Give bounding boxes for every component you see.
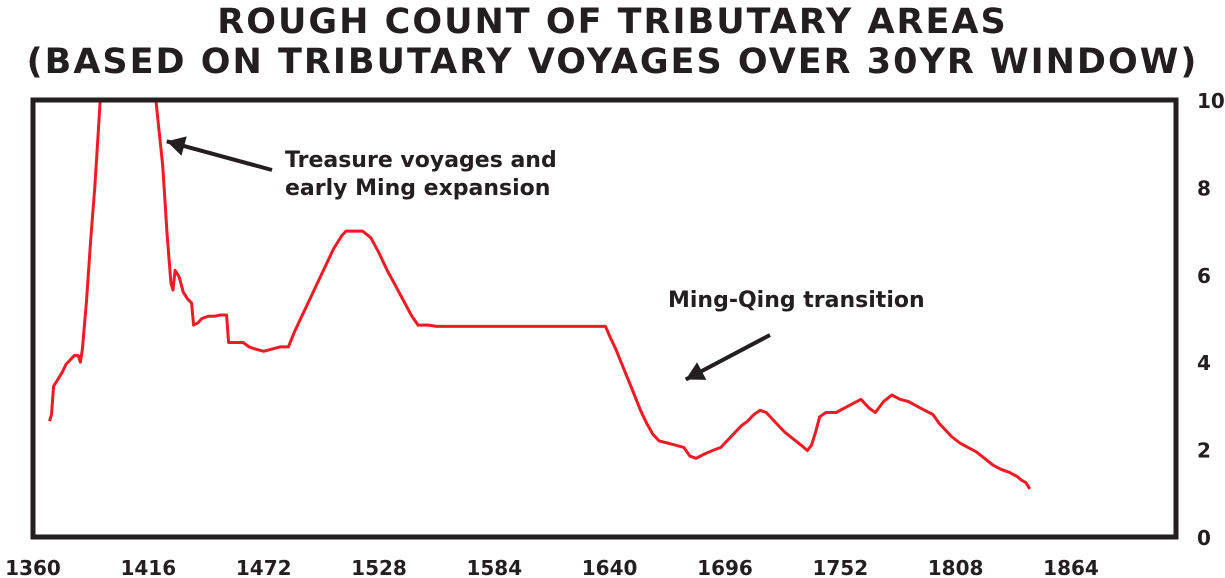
- x-tick-label: 1416: [120, 556, 176, 578]
- x-tick-label: 1808: [928, 556, 984, 578]
- plot-frame: [30, 97, 1179, 540]
- x-tick-label: 1528: [351, 556, 407, 578]
- y-tick-label: 10: [1197, 89, 1225, 113]
- x-tick-label: 1696: [697, 556, 753, 578]
- annotation-treasure-voyages: Treasure voyages and early Ming expansion: [285, 148, 557, 201]
- annotation-arrow-head: [166, 136, 187, 156]
- annotation-arrow-head: [685, 362, 707, 380]
- annotation-arrow-shaft: [166, 139, 273, 172]
- y-axis: 0 2 4 6 8 10: [1197, 89, 1225, 550]
- x-tick-label: 1640: [582, 556, 638, 578]
- y-tick-label: 2: [1197, 439, 1211, 463]
- annotations: Treasure voyages and early Ming expansion…: [166, 136, 925, 382]
- x-tick-label: 1584: [466, 556, 522, 578]
- y-tick-label: 6: [1197, 264, 1211, 288]
- x-tick-label: 1472: [236, 556, 292, 578]
- series-line: [48, 100, 1032, 490]
- chart-title: ROUGH COUNT OF TRIBUTARY AREAS: [217, 2, 1008, 42]
- y-tick-label: 0: [1197, 526, 1211, 550]
- x-tick-label: 1360: [5, 556, 61, 578]
- x-tick-label: 1752: [812, 556, 868, 578]
- x-tick-label: 1864: [1043, 556, 1099, 578]
- y-tick-label: 8: [1197, 176, 1211, 200]
- y-tick-label: 4: [1197, 351, 1211, 375]
- x-axis: 1360 1416 1472 1528 1584 1640 1696 1752 1808 1864: [5, 556, 1099, 578]
- chart-subtitle: (BASED ON TRIBUTARY VOYAGES OVER 30YR WI…: [26, 42, 1199, 82]
- annotation-ming-qing: Ming-Qing transition: [668, 288, 925, 313]
